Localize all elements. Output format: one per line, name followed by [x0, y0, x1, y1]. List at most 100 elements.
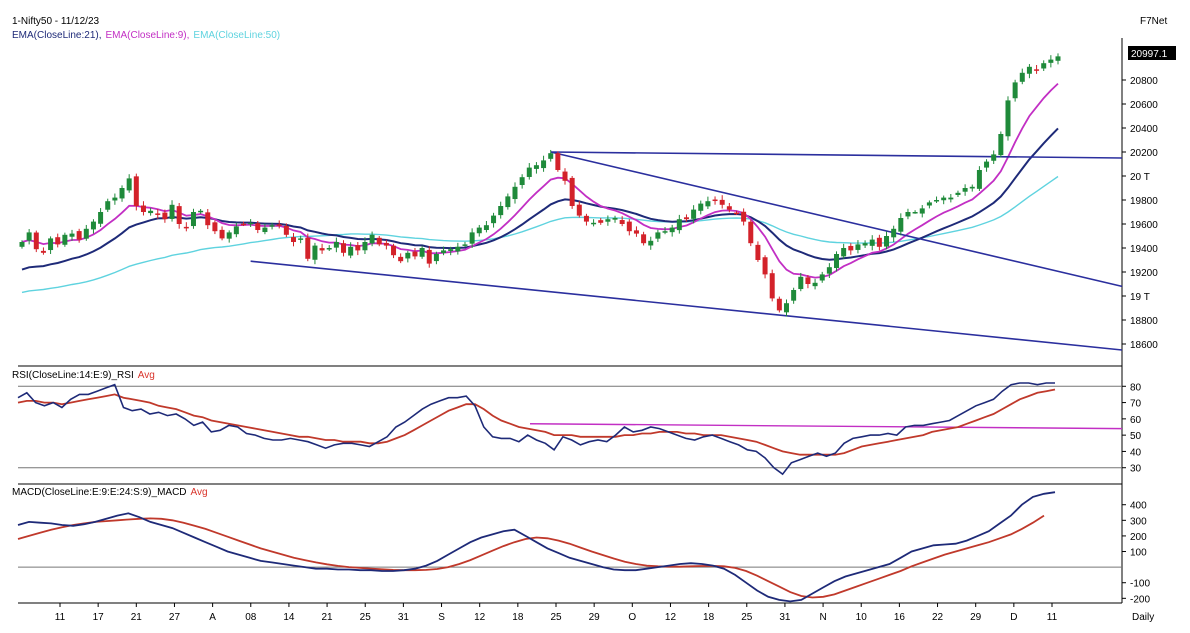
candle-body [83, 228, 89, 239]
panel-frames [18, 38, 1123, 604]
candle-body [984, 161, 990, 168]
candle-body [419, 248, 425, 257]
candle-body [676, 219, 682, 231]
candle-body [755, 244, 761, 260]
macd-tick-label: 100 [1130, 548, 1147, 559]
candle-body [791, 290, 797, 301]
last-price-text: 20997.1 [1131, 49, 1168, 60]
candle-body [19, 242, 25, 247]
candle-body [662, 231, 668, 233]
x-tick-label: 17 [93, 612, 105, 623]
candle-body [391, 245, 397, 256]
candle-body [269, 225, 275, 227]
macd-legend: MACD(CloseLine:E:9:E:24:S:9)_MACD Avg [12, 487, 208, 498]
candle-body [1041, 63, 1047, 69]
candle-body [48, 238, 54, 251]
x-tick-label: 16 [894, 612, 906, 623]
candle-body [112, 197, 118, 201]
candle-body [955, 192, 961, 195]
candle-body [776, 298, 782, 311]
candle-body [683, 217, 689, 220]
candle-body [712, 199, 718, 202]
candle-body [962, 188, 968, 192]
macd-legend-item-1: Avg [191, 487, 208, 498]
rsi-tick-label: 40 [1130, 447, 1142, 458]
candle-body [819, 274, 825, 281]
candle-body [619, 220, 625, 224]
candle-body [283, 225, 289, 235]
x-tick-label: 08 [245, 612, 257, 623]
candle-body [826, 267, 832, 274]
candle-body [505, 196, 511, 208]
candle-body [798, 276, 804, 290]
x-tick-label: 31 [779, 612, 791, 623]
x-tick-label: 21 [322, 612, 334, 623]
candle-body [33, 232, 39, 250]
ema-lines [21, 82, 1059, 294]
price-tick-label: 19 T [1130, 292, 1150, 303]
wedge-trendlines [250, 151, 1123, 351]
price-tick-label: 18600 [1130, 340, 1158, 351]
candle-body [226, 232, 232, 239]
candle-body [698, 203, 704, 211]
rsi-axis: 80 70 60 50 40 30 [18, 382, 1142, 475]
rsi-legend: RSI(CloseLine:14:E:9)_RSI Avg [12, 370, 155, 381]
x-tick-label: 22 [932, 612, 944, 623]
candle-body [498, 206, 504, 216]
candle-body [1019, 72, 1025, 82]
macd-lines [17, 491, 1056, 603]
candle-body [576, 204, 582, 216]
candle-body [248, 222, 254, 225]
price-tick-label: 19600 [1130, 220, 1158, 231]
last-price-badge: 20997.1 [1128, 46, 1176, 60]
candle-body [591, 222, 597, 225]
candle-body [90, 221, 96, 230]
candle-body [848, 245, 854, 251]
candle-body [398, 256, 404, 262]
candle-body [476, 227, 482, 234]
x-tick-label: 14 [283, 612, 295, 623]
x-tick-label: 12 [665, 612, 677, 623]
rsi-trendline [529, 423, 1123, 430]
candle-body [562, 171, 568, 181]
x-tick-label: 21 [131, 612, 143, 623]
candle-body [176, 206, 182, 224]
rsi-tick-label: 70 [1130, 399, 1142, 410]
candle-body [891, 228, 897, 238]
candle-body [769, 273, 775, 299]
x-tick-label: 25 [741, 612, 753, 623]
candle-body [912, 212, 918, 214]
candle-body [133, 176, 139, 206]
rsi-tick-label: 80 [1130, 382, 1142, 393]
macd-tick-label: -200 [1130, 594, 1150, 605]
x-tick-label: 10 [856, 612, 868, 623]
candle-body [841, 248, 847, 257]
date-axis: 11 17 21 27 A 08 14 21 25 31 S 12 18 25 29 O 12 18 25 31 N 10… [55, 603, 1058, 623]
x-tick-label: 11 [1047, 612, 1058, 623]
macd-tick-label: -100 [1130, 579, 1150, 590]
candle-body [233, 226, 239, 235]
candle-body [669, 227, 675, 233]
x-tick-label: 25 [550, 612, 562, 623]
candle-body [1034, 69, 1040, 71]
candle-body [341, 243, 347, 253]
ema21-line [21, 127, 1059, 271]
price-tick-label: 20400 [1130, 124, 1158, 135]
candle-body [884, 236, 890, 247]
ema-legend-item-1: EMA(CloseLine:9), [105, 30, 189, 41]
rsi-avg-line [17, 388, 1056, 456]
candle-body [626, 221, 632, 232]
candle-body [762, 257, 768, 275]
rsi-legend-item-1: Avg [138, 370, 155, 381]
candle-body [126, 178, 132, 191]
candle-body [1026, 66, 1032, 74]
candle-body [855, 244, 861, 250]
candle-body [26, 232, 32, 241]
price-tick-label: 20800 [1130, 76, 1158, 87]
candle-body [462, 244, 468, 246]
candle-body [719, 199, 725, 205]
brand-label: F7Net [1140, 16, 1167, 27]
candle-body [298, 238, 304, 240]
candle-body [319, 248, 325, 251]
